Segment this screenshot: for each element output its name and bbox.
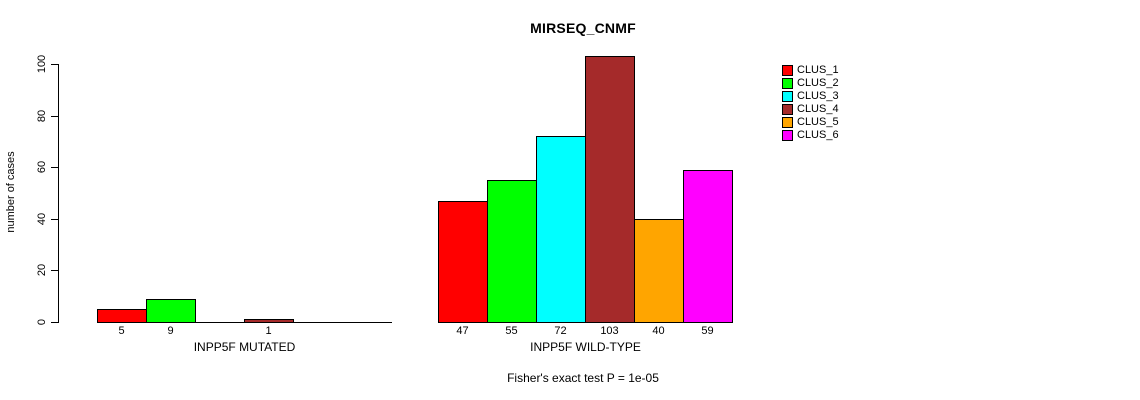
- bar-inpp5f-wild-type-clus-5: [634, 219, 684, 323]
- bar-value-label: 40: [652, 325, 665, 337]
- y-axis-tick: [51, 270, 58, 271]
- legend-item: CLUS_6: [782, 129, 839, 142]
- bar-value-label: 103: [600, 325, 619, 337]
- bar-inpp5f-mutated-clus-2: [146, 299, 196, 323]
- legend-label: CLUS_4: [797, 103, 839, 115]
- y-axis-tick: [51, 116, 58, 117]
- legend-label: CLUS_1: [797, 64, 839, 76]
- y-axis-tick-label: 20: [36, 263, 48, 277]
- x-axis-group-label-mutated: INPP5F MUTATED: [193, 340, 296, 354]
- y-axis-tick: [51, 322, 58, 323]
- legend-swatch-clus-4: [782, 104, 793, 115]
- chart-title: MIRSEQ_CNMF: [530, 20, 636, 36]
- annotation-fishers-test: Fisher's exact test P = 1e-05: [507, 371, 659, 385]
- bar-inpp5f-wild-type-clus-6: [683, 170, 733, 323]
- bar-value-label: 72: [554, 325, 567, 337]
- y-axis-tick: [51, 167, 58, 168]
- bar-inpp5f-mutated-clus-4: [244, 319, 294, 323]
- legend-label: CLUS_5: [797, 116, 839, 128]
- legend-swatch-clus-5: [782, 117, 793, 128]
- bar-inpp5f-wild-type-clus-2: [487, 180, 537, 323]
- legend-item: CLUS_5: [782, 116, 839, 129]
- bar-inpp5f-mutated-clus-1: [97, 309, 147, 323]
- legend-label: CLUS_3: [797, 90, 839, 102]
- legend-item: CLUS_3: [782, 90, 839, 103]
- y-axis-tick: [51, 219, 58, 220]
- bar-inpp5f-wild-type-clus-1: [438, 201, 488, 323]
- bar-value-label: 55: [505, 325, 518, 337]
- y-axis-tick-label: 60: [36, 160, 48, 174]
- bar-inpp5f-wild-type-clus-4: [585, 56, 635, 323]
- y-axis-tick-label: 0: [36, 318, 48, 326]
- y-axis-tick-label: 100: [36, 54, 48, 74]
- bar-value-label: 59: [701, 325, 714, 337]
- y-axis-line: [58, 64, 59, 323]
- legend-swatch-clus-1: [782, 65, 793, 76]
- legend-label: CLUS_6: [797, 129, 839, 141]
- x-axis-group-label-wild-type: INPP5F WILD-TYPE: [530, 340, 641, 354]
- legend-swatch-clus-3: [782, 91, 793, 102]
- legend-item: CLUS_1: [782, 64, 839, 77]
- legend-swatch-clus-2: [782, 78, 793, 89]
- bar-value-label: 5: [118, 325, 125, 337]
- bar-value-label: 1: [265, 325, 272, 337]
- y-axis-tick-label: 40: [36, 212, 48, 226]
- legend-label: CLUS_2: [797, 77, 839, 89]
- y-axis-label: number of cases: [5, 151, 17, 233]
- y-axis-tick: [51, 64, 58, 65]
- legend-swatch-clus-6: [782, 130, 793, 141]
- bar-inpp5f-wild-type-clus-3: [536, 136, 586, 323]
- legend: CLUS_1 CLUS_2 CLUS_3 CLUS_4 CLUS_5 CLUS_6: [782, 64, 839, 142]
- legend-item: CLUS_2: [782, 77, 839, 90]
- y-axis-tick-label: 80: [36, 109, 48, 123]
- legend-item: CLUS_4: [782, 103, 839, 116]
- bar-value-label: 9: [167, 325, 174, 337]
- bar-value-label: 47: [456, 325, 469, 337]
